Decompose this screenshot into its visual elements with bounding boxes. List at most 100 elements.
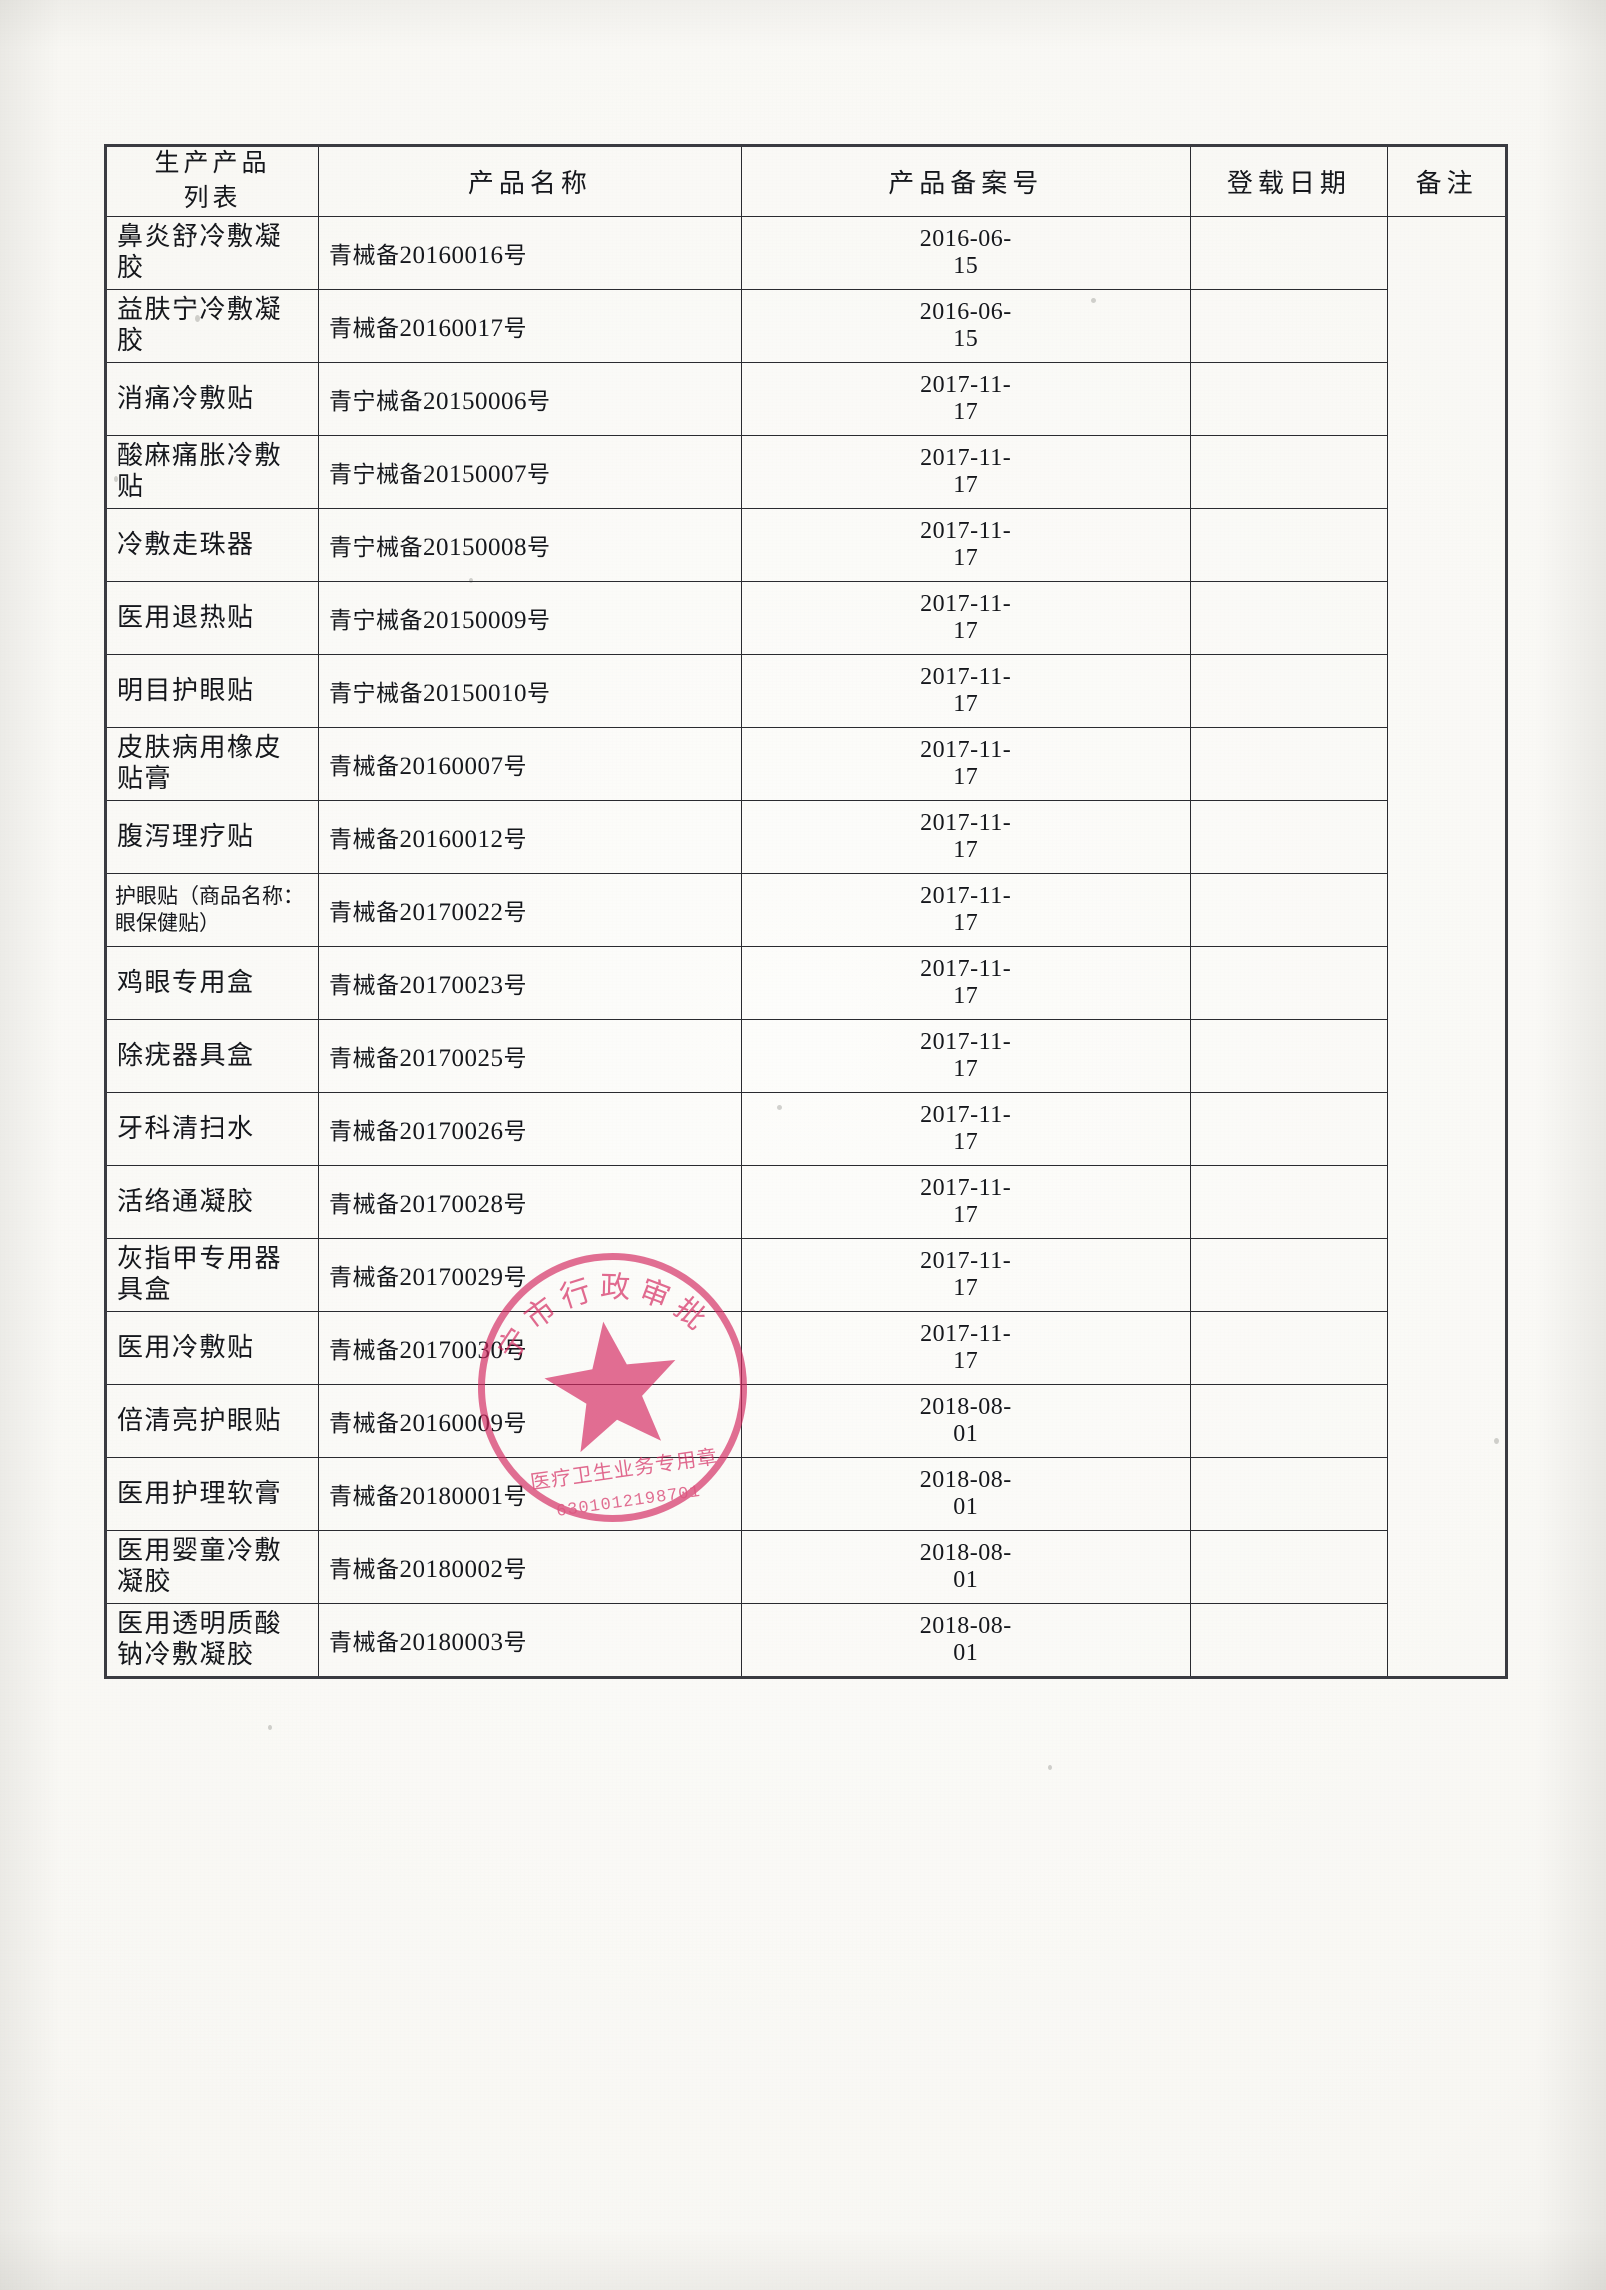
date-line-1: 2017-11- [920,591,1012,618]
registration-date-cell: 2016-06- 15 [740,216,1191,290]
product-name-cell: 医用透明质酸钠冷敷凝胶 [105,1603,319,1678]
date-line-1: 2018-08- [919,1613,1012,1640]
product-name-cell: 鼻炎舒冷敷凝胶 [105,216,319,290]
date-line-1: 2017-11- [920,1102,1012,1129]
remarks-cell [1189,581,1389,655]
table-row: 医用退热贴 青宁械备20150009号 2017-11- 17 [105,581,1507,655]
remarks-cell [1189,1384,1389,1458]
registration-date-cell: 2018-08- 01 [740,1530,1191,1604]
table-row: 医用透明质酸钠冷敷凝胶 青械备20180003号 2018-08- 01 [105,1603,1507,1678]
record-number-value: 20170030 [399,1337,504,1364]
record-number-prefix: 青械备 [328,1046,400,1071]
date-line-1: 2016-06- [919,226,1012,253]
record-number-prefix: 青宁械备 [328,462,423,487]
remarks-cell [1189,1530,1389,1604]
record-number-value: 20170023 [399,972,504,999]
record-number-prefix: 青械备 [328,900,400,925]
row-label-cell: 生产产品 列表 [105,145,319,217]
registration-date-cell: 2018-08- 01 [740,1384,1191,1458]
scan-speck [1048,1765,1052,1770]
remarks-cell [1189,727,1389,801]
table-row: 医用冷敷贴 青械备20170030号 2017-11- 17 [105,1311,1507,1385]
record-number-suffix: 号 [503,754,527,779]
record-number-value: 20160007 [399,753,504,780]
record-number-suffix: 号 [526,608,551,633]
product-name-cell: 护眼贴（商品名称：眼保健贴） [105,873,319,947]
date-line-1: 2017-11- [920,956,1012,983]
record-number-value: 20150007 [422,461,527,488]
table-row: 活络通凝胶 青械备20170028号 2017-11- 17 [105,1165,1507,1239]
date-line-1: 2017-11- [920,883,1012,910]
record-number-suffix: 号 [503,1338,527,1363]
product-name-cell: 医用冷敷贴 [105,1311,319,1385]
date-line-1: 2017-11- [920,445,1012,472]
date-line-1: 2017-11- [920,737,1012,764]
record-number-value: 20170026 [399,1118,504,1145]
column-header-registration-date: 登载日期 [1189,145,1389,217]
record-number-cell: 青械备20160009号 [317,1384,742,1458]
remarks-cell [1189,1238,1389,1312]
table-header: 生产产品 列表 产品名称 产品备案号 登载日期 备注 [105,145,1507,217]
record-number-prefix: 青宁械备 [328,681,423,706]
registration-date-cell: 2016-06- 15 [740,289,1191,363]
registration-date-cell: 2017-11- 17 [740,1019,1191,1093]
record-number-value: 20170022 [399,899,504,926]
record-number-suffix: 号 [503,1557,527,1582]
record-number-suffix: 号 [503,827,527,852]
record-number-cell: 青宁械备20150006号 [317,362,742,436]
record-number-cell: 青械备20180001号 [317,1457,742,1531]
record-number-suffix: 号 [503,1411,527,1436]
date-line-1: 2017-11- [920,1321,1012,1348]
registration-date-cell: 2017-11- 17 [740,508,1191,582]
record-number-value: 20160009 [399,1410,504,1437]
date-line-2: 17 [953,910,979,936]
date-line-1: 2017-11- [920,518,1012,545]
remarks-cell [1189,289,1389,363]
date-line-2: 17 [953,1275,979,1301]
date-line-1: 2017-11- [920,1175,1012,1202]
record-number-suffix: 号 [503,1046,527,1071]
date-line-2: 17 [953,691,979,717]
record-number-value: 20150006 [422,388,527,415]
row-label-line-1: 生产产品 [154,150,271,177]
remarks-cell [1189,435,1389,509]
date-line-1: 2017-11- [920,810,1012,837]
table-row: 护眼贴（商品名称：眼保健贴） 青械备20170022号 2017-11- 17 [105,873,1507,947]
record-number-prefix: 青械备 [328,1338,400,1363]
table-row: 冷敷走珠器 青宁械备20150008号 2017-11- 17 [105,508,1507,582]
record-number-cell: 青械备20170026号 [317,1092,742,1166]
record-number-suffix: 号 [503,1265,527,1290]
registration-date-cell: 2017-11- 17 [740,362,1191,436]
row-label-line-2: 列表 [183,184,242,212]
record-number-prefix: 青械备 [328,754,400,779]
date-line-2: 17 [953,1056,979,1082]
product-name-cell: 益肤宁冷敷凝胶 [105,289,319,363]
date-line-2: 17 [953,545,979,571]
table-row: 医用婴童冷敷凝胶 青械备20180002号 2018-08- 01 [105,1530,1507,1604]
date-line-2: 17 [953,618,979,644]
record-number-suffix: 号 [503,243,527,268]
record-number-prefix: 青宁械备 [328,535,423,560]
remarks-cell [1189,1603,1389,1678]
record-number-prefix: 青械备 [328,316,400,341]
record-number-cell: 青械备20160012号 [317,800,742,874]
record-number-prefix: 青械备 [328,1557,400,1582]
table-row: 除疣器具盒 青械备20170025号 2017-11- 17 [105,1019,1507,1093]
remarks-cell [1189,216,1389,290]
registration-date-cell: 2017-11- 17 [740,800,1191,874]
record-number-suffix: 号 [503,1484,527,1509]
date-line-2: 17 [953,472,979,498]
record-number-value: 20170028 [399,1191,504,1218]
record-number-cell: 青械备20160017号 [317,289,742,363]
record-number-suffix: 号 [526,535,551,560]
record-number-suffix: 号 [503,316,527,341]
record-number-cell: 青械备20170022号 [317,873,742,947]
product-name-cell: 医用婴童冷敷凝胶 [105,1530,319,1604]
remarks-cell [1189,946,1389,1020]
record-number-cell: 青宁械备20150009号 [317,581,742,655]
record-number-suffix: 号 [526,462,551,487]
date-line-2: 15 [953,326,979,352]
registration-date-cell: 2017-11- 17 [740,1165,1191,1239]
registration-date-cell: 2017-11- 17 [740,727,1191,801]
